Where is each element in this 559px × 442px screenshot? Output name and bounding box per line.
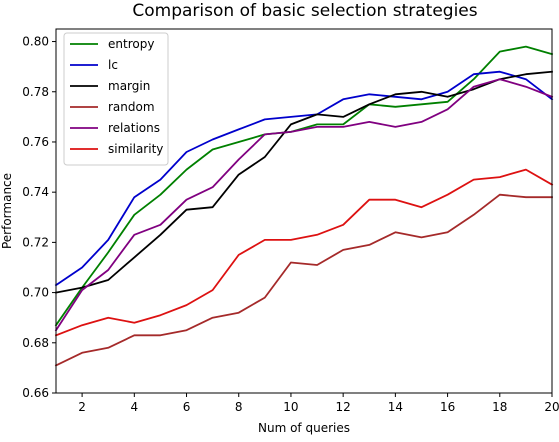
series-layer — [54, 45, 554, 367]
series-line-random — [54, 193, 553, 367]
x-tick-label: 10 — [283, 400, 298, 414]
series-line-entropy — [54, 45, 554, 327]
series-line-relations — [54, 78, 554, 332]
plot-frame — [55, 28, 553, 394]
legend: entropy lc margin random relations similarity — [63, 32, 169, 166]
y-tick-label: 0.74 — [22, 185, 49, 199]
series-line-similarity — [54, 168, 554, 337]
x-tick-label: 8 — [235, 400, 243, 414]
x-tick-label: 12 — [336, 400, 351, 414]
y-tick-label: 0.80 — [22, 35, 49, 49]
y-axis-label: Performance — [0, 173, 14, 249]
y-tick-label: 0.68 — [22, 336, 49, 350]
x-tick-label: 16 — [440, 400, 455, 414]
legend-label-random: random — [108, 100, 155, 114]
y-tick-label: 0.72 — [22, 235, 49, 249]
legend-label-entropy: entropy — [108, 37, 154, 51]
legend-label-lc: lc — [108, 58, 118, 72]
legend-label-similarity: similarity — [108, 142, 163, 156]
x-tick-label: 4 — [130, 400, 138, 414]
legend-label-margin: margin — [108, 79, 150, 93]
y-tick-label: 0.66 — [22, 386, 49, 400]
x-tick-label: 18 — [492, 400, 507, 414]
y-tick-label: 0.70 — [22, 286, 49, 300]
y-tick-label: 0.78 — [22, 85, 49, 99]
y-tick-label: 0.76 — [22, 135, 49, 149]
legend-box — [63, 32, 169, 166]
legend-label-relations: relations — [108, 121, 160, 135]
chart-title: Comparison of basic selection strategies — [132, 1, 477, 21]
x-tick-label: 2 — [78, 400, 86, 414]
x-tick-label: 6 — [183, 400, 191, 414]
series-line-lc — [54, 70, 554, 287]
x-tick-label: 20 — [544, 400, 559, 414]
x-axis: 2 4 6 8 10 12 14 16 18 20 — [78, 393, 559, 414]
x-tick-label: 14 — [388, 400, 403, 414]
x-axis-label: Num of queries — [258, 421, 350, 435]
y-axis: 0.66 0.68 0.70 0.72 0.74 0.76 0.78 0.80 — [22, 35, 56, 400]
